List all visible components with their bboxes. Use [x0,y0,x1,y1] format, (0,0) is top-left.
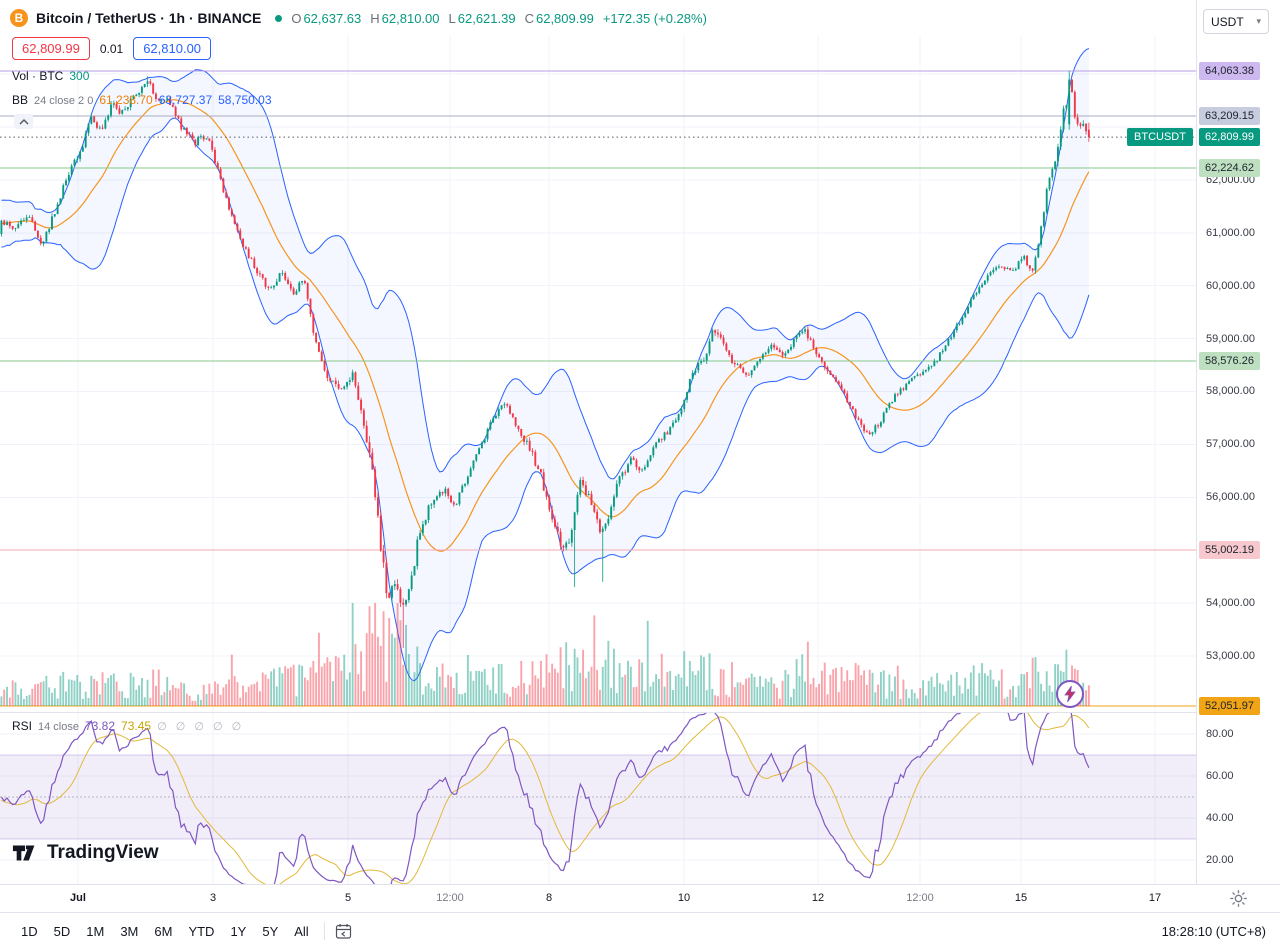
price-axis[interactable]: 62,000.00 61,000.00 60,000.00 59,000.00 58,0… [1196,0,1280,884]
lightning-bolt-icon [1064,686,1076,702]
session-clock[interactable]: 18:28:10 (UTC+8) [1161,923,1266,939]
timezone-settings-gear-icon[interactable] [1229,889,1248,908]
bottom-toolbar: 1D 5D 1M 3M 6M YTD 1Y 5Y All 18:28:10 (UTC+8) [0,912,1280,949]
price-tick: 59,000.00 [1206,332,1255,345]
price-badge[interactable]: 62,224.62 [1199,159,1260,178]
symbol-title[interactable]: Bitcoin / TetherUS · 1h · BINANCE [36,10,262,26]
time-label: 15 [1014,892,1028,904]
time-label: 17 [1148,892,1162,904]
market-open-status-icon [275,14,283,22]
time-label: 8 [545,892,553,904]
ohlc-high: H 62,810.00 [370,10,440,26]
bb-basis-value: 61,238.70 [99,93,153,107]
go-to-date-button[interactable] [333,921,354,942]
price-tick: 54,000.00 [1206,597,1255,609]
change-value: +172.35 (+0.28%) [602,10,707,26]
rsi-tick: 60.00 [1206,770,1234,782]
buy-price-button[interactable]: 62,810.00 [133,37,212,60]
range-button-1m[interactable]: 1M [79,920,111,943]
toolbar-divider [323,922,325,940]
last-price-symbol-tag: BTCUSDT [1127,128,1193,147]
ohlc-close: C 62,809.99 [524,10,594,26]
ohlc-low: L 62,621.39 [448,10,516,26]
time-label: 3 [209,892,217,904]
price-badge[interactable]: 52,051.97 [1199,697,1260,716]
bb-upper-value: 63,727.37 [158,93,213,107]
range-button-1y[interactable]: 1Y [223,920,253,943]
volume-legend-title[interactable]: Vol · BTC [12,69,64,83]
range-button-ytd[interactable]: YTD [181,920,221,943]
price-tick: 56,000.00 [1206,491,1255,504]
price-badge[interactable]: 55,002.19 [1199,541,1260,560]
currency-selector[interactable]: USDT ▾ [1203,9,1269,34]
top-toolbar: B Bitcoin / TetherUS · 1h · BINANCE O 62,… [0,0,1196,36]
price-tick: 57,000.00 [1206,438,1255,451]
time-label: 12:00 [906,892,934,904]
bollinger-legend: BB 24 close 2 0 61,238.70 63,727.37 58,7… [12,93,272,107]
price-tick: 60,000.00 [1206,279,1255,292]
pane-separator[interactable] [0,712,1196,713]
price-badge[interactable]: 63,209.15 [1199,107,1260,125]
currency-label: USDT [1211,14,1244,29]
time-axis[interactable]: Jul 3 5 12:00 8 10 12 12:00 15 17 [0,884,1280,912]
rsi-legend-title[interactable]: RSI [12,719,33,733]
range-button-3m[interactable]: 3M [113,920,145,943]
time-label: 10 [677,892,691,904]
tradingview-logo[interactable]: TradingView [12,842,159,864]
price-badge[interactable]: 64,063.38 [1199,61,1260,80]
time-label: Jul [70,892,86,904]
chevron-up-icon [19,118,28,124]
chevron-down-icon: ▾ [1256,16,1261,26]
bb-lower-value: 58,750.03 [218,93,272,107]
calendar-icon [335,923,351,939]
volume-legend: Vol · BTC 300 [12,69,89,83]
rsi-pane[interactable] [0,712,1196,884]
rsi-ma-value: 73.45 [121,719,152,733]
range-button-1d[interactable]: 1D [14,920,45,943]
collapse-legend-button[interactable] [14,114,33,129]
ohlc-open: O 62,637.63 [291,10,362,26]
rsi-tick: 40.00 [1206,812,1234,824]
rsi-tick: 20.00 [1206,854,1234,866]
time-label: 12 [811,892,825,904]
price-tick: 61,000.00 [1206,226,1255,239]
range-button-5y[interactable]: 5Y [255,920,285,943]
technicals-flash-icon[interactable] [1056,680,1084,708]
range-button-6m[interactable]: 6M [147,920,179,943]
price-tick: 53,000.00 [1206,649,1255,662]
price-tick: 58,000.00 [1206,385,1255,398]
time-label: 5 [344,892,352,904]
sell-price-button[interactable]: 62,809.99 [12,37,90,60]
rsi-tick: 80.00 [1206,728,1234,740]
date-range-buttons: 1D 5D 1M 3M 6M YTD 1Y 5Y All [14,920,316,943]
bb-legend-params: 24 close 2 0 [34,95,94,107]
range-button-5d[interactable]: 5D [47,920,78,943]
rsi-legend: RSI 14 close 73.82 73.45 ∅ ∅ ∅ ∅ ∅ [12,719,244,733]
price-badge[interactable]: 58,576.26 [1199,352,1260,370]
quote-row: 62,809.99 0.01 62,810.00 [12,37,212,60]
rsi-value: 73.82 [85,719,116,733]
bb-legend-title[interactable]: BB [12,93,29,107]
range-button-all[interactable]: All [287,920,315,943]
tradingview-wordmark: TradingView [47,842,159,863]
bitcoin-logo-icon: B [10,9,28,27]
price-chart-pane[interactable] [0,36,1196,712]
spread-value: 0.01 [99,41,124,56]
time-label: 12:00 [436,892,464,904]
tradingview-mark-icon [12,845,35,861]
rsi-legend-params: 14 close [38,721,79,733]
volume-legend-value: 300 [69,69,90,83]
rsi-empty-values: ∅ ∅ ∅ ∅ ∅ [157,721,245,733]
price-badge[interactable]: 62,809.99 [1199,128,1260,147]
